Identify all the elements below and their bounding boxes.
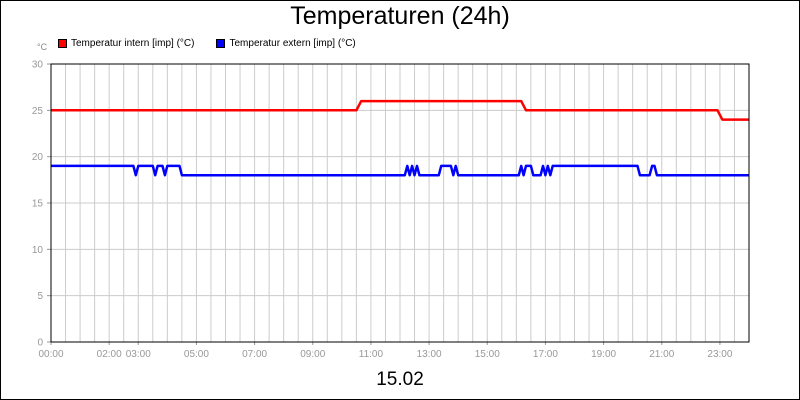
- date-label: 15.02: [376, 369, 424, 390]
- x-tick-label: 07:00: [242, 349, 267, 360]
- y-tick-label: 10: [32, 245, 44, 256]
- x-tick-label: 17:00: [533, 349, 558, 360]
- series-line-extern: [51, 164, 749, 177]
- y-tick-label: 15: [32, 199, 44, 210]
- y-tick-label: 20: [32, 152, 44, 163]
- legend: Temperatur intern [imp] (°C) Temperatur …: [58, 38, 356, 49]
- x-tick-label: 05:00: [184, 349, 209, 360]
- legend-swatch-intern: [58, 39, 67, 48]
- x-tick-label: 19:00: [591, 349, 616, 360]
- x-tick-label: 15:00: [475, 349, 500, 360]
- legend-item-extern: Temperatur extern [imp] (°C): [216, 38, 356, 49]
- legend-label-extern: Temperatur extern [imp] (°C): [229, 38, 356, 49]
- x-tick-label: 11:00: [359, 349, 384, 360]
- y-tick-label: 30: [32, 60, 44, 71]
- y-tick-label: 5: [37, 291, 43, 302]
- y-tick-label: 0: [37, 338, 43, 349]
- x-tick-label: 21:00: [649, 349, 674, 360]
- x-tick-label: 03:00: [126, 349, 151, 360]
- x-tick-label: 13:00: [417, 349, 442, 360]
- y-axis-unit-label: °C: [37, 42, 48, 52]
- x-tick-label: 00:00: [38, 349, 63, 360]
- y-tick-label: 25: [32, 106, 44, 117]
- x-tick-label: 23:00: [707, 349, 732, 360]
- legend-swatch-extern: [216, 39, 226, 48]
- series-line-intern: [51, 99, 749, 121]
- x-tick-label: 09:00: [300, 349, 325, 360]
- chart-title: Temperaturen (24h): [290, 2, 510, 30]
- legend-item-intern: Temperatur intern [imp] (°C): [58, 38, 194, 49]
- legend-label-intern: Temperatur intern [imp] (°C): [71, 38, 195, 49]
- plot-border: [50, 63, 750, 343]
- x-tick-label: 02:00: [97, 349, 122, 360]
